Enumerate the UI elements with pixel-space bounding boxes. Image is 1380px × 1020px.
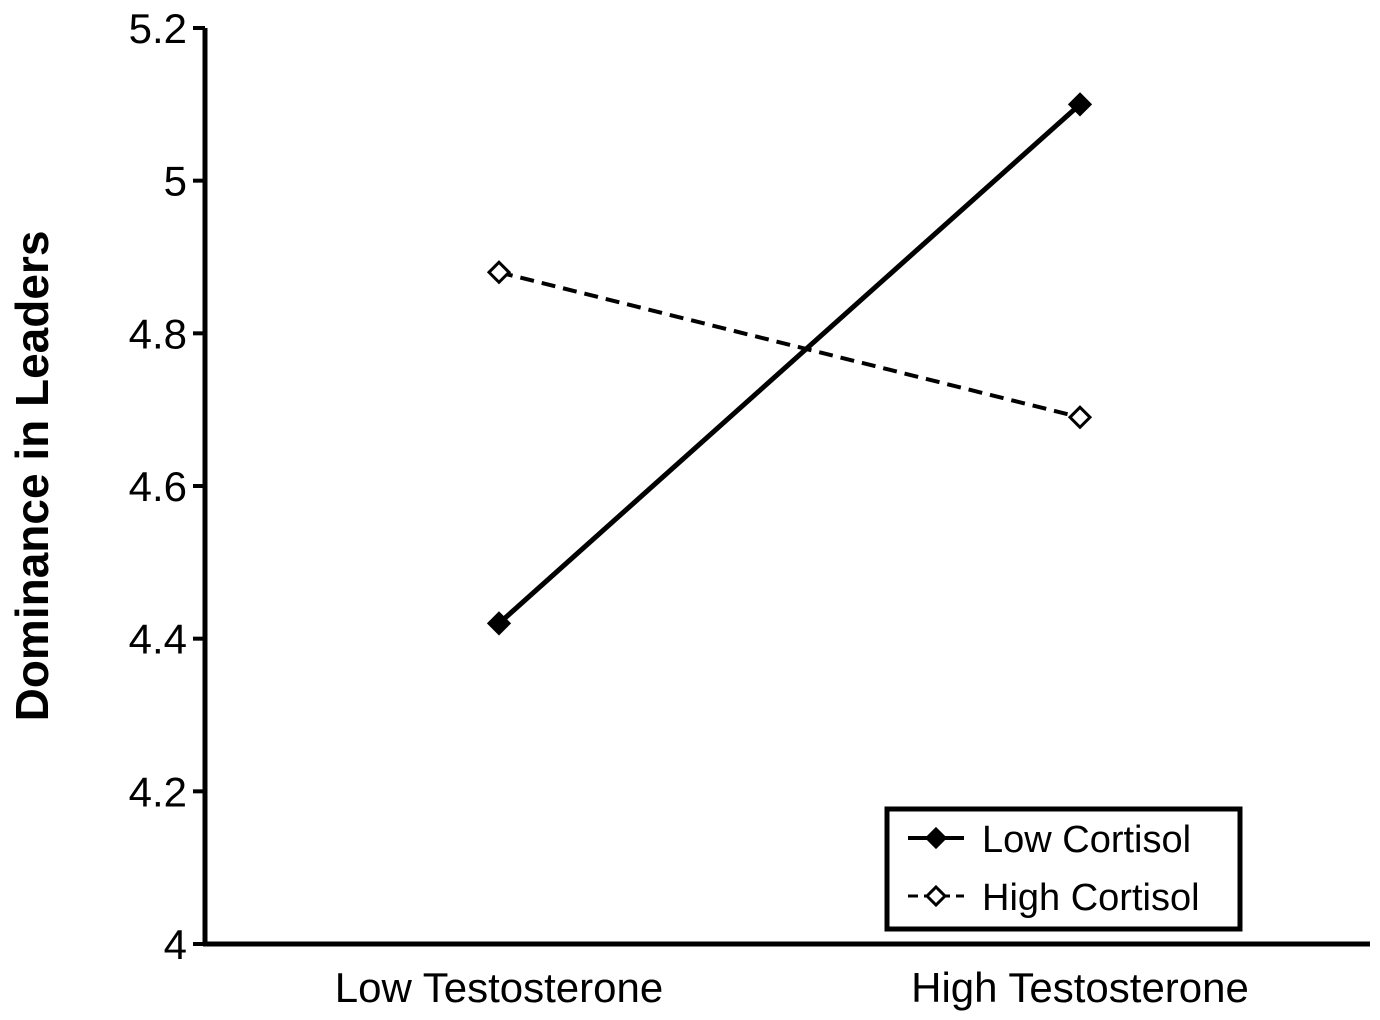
x-category-label: Low Testosterone [335, 964, 663, 1011]
y-tick-label: 4.2 [129, 768, 187, 815]
series-line [498, 270, 1081, 420]
series-low-cortisol [486, 92, 1093, 636]
y-tick-label: 5.2 [129, 5, 187, 52]
legend-label: Low Cortisol [982, 819, 1191, 861]
data-point-marker [1067, 405, 1093, 430]
y-axis-ticks: 4 4.2 4.4 4.6 4.8 5 5.2 [129, 5, 205, 968]
legend-marker [924, 884, 948, 908]
y-tick-label: 4 [164, 921, 187, 968]
y-tick-label: 4.8 [129, 310, 187, 357]
data-point-marker [486, 260, 512, 285]
x-category-label: High Testosterone [911, 964, 1249, 1011]
legend-item: High Cortisol [908, 877, 1200, 919]
data-point-marker [1067, 92, 1093, 117]
legend: Low Cortisol High Cortisol [884, 806, 1243, 932]
y-tick-label: 4.6 [129, 463, 187, 510]
legend-label: High Cortisol [982, 877, 1200, 919]
y-axis-title: Dominance in Leaders [6, 231, 58, 722]
legend-box [884, 806, 1243, 932]
y-tick-label: 5 [164, 158, 187, 205]
series-high-cortisol [486, 260, 1093, 430]
legend-item: Low Cortisol [908, 819, 1191, 861]
y-tick-label: 4.4 [129, 616, 187, 663]
series-layer [486, 92, 1093, 636]
x-axis-labels: Low Testosterone High Testosterone [335, 964, 1249, 1011]
series-line [497, 102, 1082, 626]
data-point-marker [486, 611, 512, 636]
legend-marker [924, 826, 948, 850]
